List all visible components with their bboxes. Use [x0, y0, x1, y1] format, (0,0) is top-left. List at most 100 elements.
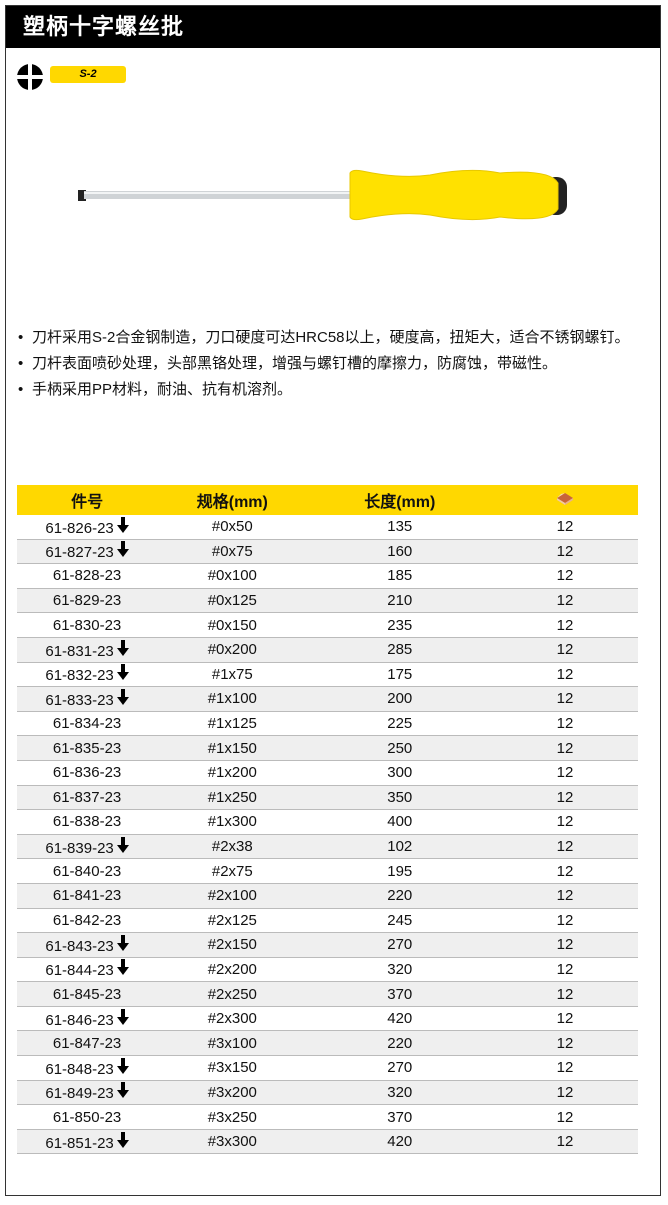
feature-list: 刀杆采用S-2合金钢制造，刀口硬度可达HRC58以上，硬度高，扭矩大，适合不锈钢… — [18, 326, 643, 404]
part-no-cell: 61-844-23 — [17, 957, 158, 983]
part-no: 61-843-23 — [45, 937, 114, 955]
part-no: 61-846-23 — [45, 1011, 114, 1029]
length-cell: 200 — [307, 686, 493, 712]
product-card: 塑柄十字螺丝批 — [5, 5, 661, 1196]
spec-cell: #0x75 — [157, 539, 308, 565]
part-no-cell: 61-827-23 — [17, 539, 158, 565]
table-row: 61-826-23 #0x50 135 12 — [17, 515, 638, 540]
qty-cell: 12 — [492, 1104, 638, 1130]
part-no-cell: 61-832-23 — [17, 662, 158, 688]
part-no: 61-837-23 — [52, 788, 122, 806]
table-row: 61-851-23 #3x300 420 12 — [17, 1129, 638, 1155]
spec-cell: #3x300 — [157, 1129, 308, 1155]
qty-cell: 12 — [492, 932, 638, 958]
length-cell: 420 — [307, 1006, 493, 1032]
part-no-cell: 61-835-23 — [17, 735, 158, 761]
spec-cell: #0x50 — [157, 515, 308, 540]
table-row: 61-828-23 #0x100 185 12 — [17, 563, 638, 589]
feature-item: 刀杆表面喷砂处理，头部黑铬处理，增强与螺钉槽的摩擦力，防腐蚀，带磁性。 — [18, 352, 643, 376]
part-no: 61-851-23 — [45, 1134, 114, 1152]
length-cell: 102 — [307, 834, 493, 860]
table-row: 61-835-23 #1x150 250 12 — [17, 735, 638, 761]
table-row: 61-842-23 #2x125 245 12 — [17, 908, 638, 934]
part-no: 61-835-23 — [52, 739, 122, 757]
header-spec: 规格(mm) — [157, 485, 308, 515]
down-arrow-icon — [116, 688, 129, 709]
table-row: 61-841-23 #2x100 220 12 — [17, 883, 638, 909]
length-cell: 350 — [307, 785, 493, 811]
qty-cell: 12 — [492, 1055, 638, 1081]
part-no: 61-848-23 — [45, 1060, 114, 1078]
part-no-cell: 61-841-23 — [17, 883, 158, 909]
qty-cell: 12 — [492, 539, 638, 565]
table-row: 61-833-23 #1x100 200 12 — [17, 686, 638, 712]
part-no-cell: 61-843-23 — [17, 932, 158, 958]
qty-cell: 12 — [492, 908, 638, 934]
qty-cell: 12 — [492, 834, 638, 860]
part-no: 61-838-23 — [52, 813, 122, 831]
table-row: 61-832-23 #1x75 175 12 — [17, 662, 638, 688]
part-no-cell: 61-851-23 — [17, 1129, 158, 1155]
qty-cell: 12 — [492, 735, 638, 761]
down-arrow-icon — [116, 639, 129, 660]
spec-cell: #2x125 — [157, 908, 308, 934]
part-no: 61-834-23 — [52, 715, 122, 733]
length-cell: 160 — [307, 539, 493, 565]
feature-item: 手柄采用PP材料，耐油、抗有机溶剂。 — [18, 378, 643, 402]
length-cell: 245 — [307, 908, 493, 934]
part-no-cell: 61-831-23 — [17, 637, 158, 663]
part-no-cell: 61-829-23 — [17, 588, 158, 614]
down-arrow-icon — [116, 1008, 129, 1029]
part-no: 61-844-23 — [45, 962, 114, 980]
qty-cell: 12 — [492, 612, 638, 638]
length-cell: 270 — [307, 1055, 493, 1081]
part-no: 61-847-23 — [52, 1034, 122, 1052]
table-row: 61-845-23 #2x250 370 12 — [17, 981, 638, 1007]
length-cell: 270 — [307, 932, 493, 958]
header-qty — [492, 485, 638, 515]
part-no: 61-828-23 — [52, 567, 122, 585]
part-no-cell: 61-842-23 — [17, 908, 158, 934]
part-no-cell: 61-849-23 — [17, 1080, 158, 1106]
part-no-cell: 61-846-23 — [17, 1006, 158, 1032]
length-cell: 195 — [307, 858, 493, 884]
qty-cell: 12 — [492, 883, 638, 909]
part-no: 61-840-23 — [52, 862, 122, 880]
down-arrow-icon — [116, 836, 129, 857]
spec-cell: #2x150 — [157, 932, 308, 958]
spec-cell: #2x75 — [157, 858, 308, 884]
spec-cell: #1x100 — [157, 686, 308, 712]
length-cell: 220 — [307, 883, 493, 909]
header-part-no: 件号 — [17, 485, 158, 515]
down-arrow-icon — [116, 541, 129, 561]
part-no: 61-845-23 — [52, 985, 122, 1003]
length-cell: 235 — [307, 612, 493, 638]
spec-cell: #3x150 — [157, 1055, 308, 1081]
table-row: 61-834-23 #1x125 225 12 — [17, 711, 638, 737]
spec-cell: #1x250 — [157, 785, 308, 811]
qty-cell: 12 — [492, 588, 638, 614]
qty-cell: 12 — [492, 760, 638, 786]
length-cell: 210 — [307, 588, 493, 614]
qty-cell: 12 — [492, 981, 638, 1007]
qty-cell: 12 — [492, 686, 638, 712]
qty-cell: 12 — [492, 1006, 638, 1032]
table-row: 61-830-23 #0x150 235 12 — [17, 612, 638, 638]
spec-cell: #2x38 — [157, 834, 308, 860]
part-no-cell: 61-845-23 — [17, 981, 158, 1007]
table-row: 61-839-23 #2x38 102 12 — [17, 834, 638, 860]
spec-cell: #3x100 — [157, 1030, 308, 1057]
table-row: 61-846-23 #2x300 420 12 — [17, 1006, 638, 1032]
spec-cell: #3x250 — [157, 1104, 308, 1130]
spec-cell: #0x125 — [157, 588, 308, 614]
part-no-cell: 61-830-23 — [17, 612, 158, 638]
table-row: 61-849-23 #3x200 320 12 — [17, 1080, 638, 1106]
table-row: 61-829-23 #0x125 210 12 — [17, 588, 638, 614]
length-cell: 400 — [307, 809, 493, 835]
part-no: 61-849-23 — [45, 1085, 114, 1103]
part-no: 61-832-23 — [45, 667, 114, 685]
part-no-cell: 61-833-23 — [17, 686, 158, 712]
table-row: 61-827-23 #0x75 160 12 — [17, 539, 638, 565]
spec-cell: #2x250 — [157, 981, 308, 1007]
length-cell: 420 — [307, 1129, 493, 1155]
